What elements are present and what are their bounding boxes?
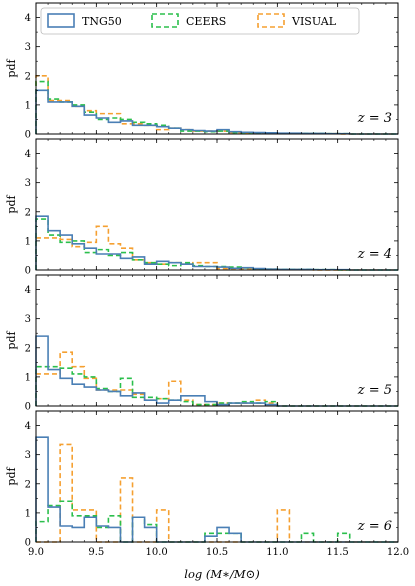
y-tick-label: 0 bbox=[25, 266, 31, 277]
legend-swatch-visual bbox=[257, 13, 285, 28]
x-tick-label: 9.5 bbox=[88, 547, 104, 558]
y-tick-label: 4 bbox=[25, 149, 31, 160]
y-tick-label: 3 bbox=[25, 178, 31, 189]
legend-label-tng50: TNG50 bbox=[82, 15, 122, 28]
series-visual-panel-1 bbox=[35, 74, 398, 135]
redshift-label: z = 5 bbox=[357, 383, 392, 398]
y-tick-label: 3 bbox=[25, 450, 31, 461]
series-ceers-panel-1 bbox=[35, 80, 398, 135]
y-tick-label: 3 bbox=[25, 314, 31, 325]
panel-4: 0 1 2 3 4 pdf z = 6 9.0 9.5 10.0 10.5 11.0 11.5 12.0 bbox=[5, 410, 409, 558]
legend: TNG50 CEERS VISUAL bbox=[40, 7, 360, 35]
series-tng50-panel-4 bbox=[35, 436, 398, 543]
y-tick-label: 2 bbox=[25, 71, 31, 82]
y-tick-label: 4 bbox=[25, 13, 31, 24]
y-tick-label: 3 bbox=[25, 42, 31, 53]
series-tng50-panel-1 bbox=[35, 89, 398, 135]
x-tick-label: 10.5 bbox=[206, 547, 228, 558]
legend-label-ceers: CEERS bbox=[186, 15, 226, 28]
y-tick-label: 2 bbox=[25, 207, 31, 218]
panel-3: 0 1 2 3 4 pdf z = 5 bbox=[5, 274, 399, 413]
x-tick-label: 11.5 bbox=[327, 547, 349, 558]
x-tick-label: 12.0 bbox=[387, 547, 409, 558]
y-tick-label: 2 bbox=[25, 479, 31, 490]
y-tick-label: 2 bbox=[25, 343, 31, 354]
y-tick-label: 4 bbox=[25, 421, 31, 432]
x-axis-label: log (M∗/M⊙) bbox=[184, 567, 259, 581]
panel-frame bbox=[35, 138, 399, 271]
redshift-label: z = 6 bbox=[357, 519, 392, 534]
y-tick-label: 0 bbox=[25, 130, 31, 141]
y-axis-label: pdf bbox=[5, 330, 18, 349]
legend-swatch-tng50 bbox=[47, 13, 75, 28]
panel-frame bbox=[35, 410, 399, 543]
y-tick-label: 1 bbox=[25, 236, 31, 247]
series-visual-panel-3 bbox=[35, 351, 398, 407]
x-tick-label: 10.0 bbox=[146, 547, 168, 558]
y-axis-label: pdf bbox=[5, 466, 18, 485]
redshift-label: z = 3 bbox=[357, 111, 392, 126]
x-tick-label: 11.0 bbox=[266, 547, 288, 558]
series-ceers-panel-3 bbox=[35, 365, 398, 407]
y-tick-label: 1 bbox=[25, 508, 31, 519]
panel-2: 0 1 2 3 4 pdf z = 4 bbox=[5, 138, 399, 277]
x-tick-label: 9.0 bbox=[28, 547, 44, 558]
panel-1: 0 1 2 3 4 pdf z = 3 bbox=[5, 2, 399, 141]
y-axis-label: pdf bbox=[5, 194, 18, 213]
y-tick-label: 1 bbox=[25, 100, 31, 111]
series-tng50-panel-3 bbox=[35, 335, 398, 407]
y-axis-label: pdf bbox=[5, 58, 18, 77]
legend-swatch-ceers bbox=[151, 13, 179, 28]
redshift-label: z = 4 bbox=[357, 247, 392, 262]
y-tick-label: 1 bbox=[25, 372, 31, 383]
y-tick-label: 0 bbox=[25, 538, 31, 549]
y-tick-label: 0 bbox=[25, 402, 31, 413]
y-tick-label: 4 bbox=[25, 285, 31, 296]
legend-label-visual: VISUAL bbox=[291, 15, 337, 28]
